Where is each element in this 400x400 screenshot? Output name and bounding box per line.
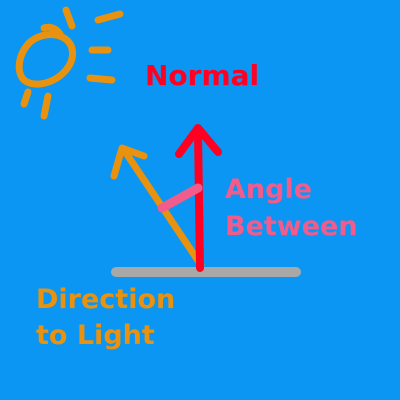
angle-marker	[157, 183, 203, 213]
light-label-line2: to Light	[36, 320, 155, 351]
normal-label: Normal	[145, 59, 260, 92]
normal-arrow	[175, 124, 222, 272]
angle-label-line1: Angle	[225, 174, 313, 205]
angle-label-line2: Between	[225, 211, 358, 242]
light-label-line1: Direction	[36, 284, 176, 315]
sun-icon	[15, 6, 124, 120]
